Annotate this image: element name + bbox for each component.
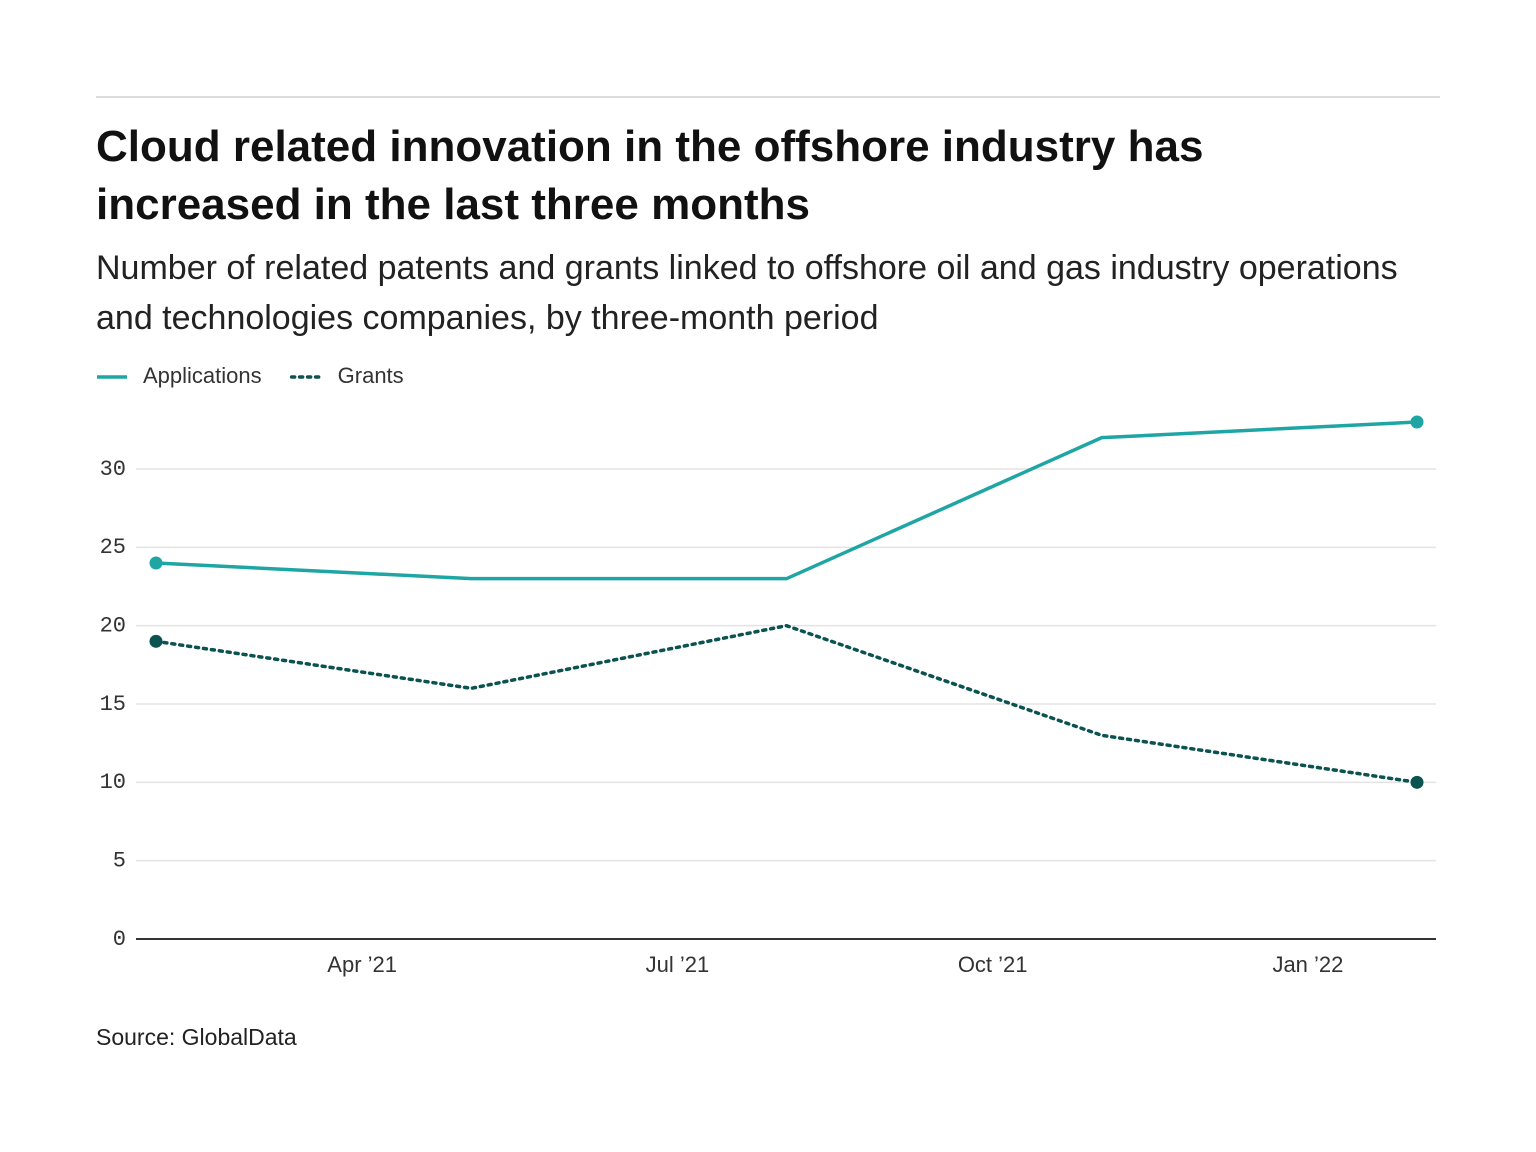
y-tick-label: 25 [100, 535, 126, 560]
end-point [1410, 415, 1424, 429]
chart-subtitle: Number of related patents and grants lin… [96, 249, 1398, 337]
series-line [155, 420, 1418, 581]
legend-label: Applications [143, 363, 262, 388]
source-note: Source: GlobalData [96, 1024, 297, 1050]
y-tick-label: 10 [100, 770, 126, 795]
end-point [1410, 775, 1424, 789]
legend-label: Grants [338, 363, 404, 388]
series-line [154, 623, 1419, 785]
x-tick-label: Oct ’21 [958, 952, 1028, 977]
chart-title: Cloud related innovation in the offshore… [96, 122, 1204, 229]
end-point [149, 556, 163, 570]
y-tick-label: 0 [113, 927, 126, 952]
x-tick-label: Jan ’22 [1272, 952, 1343, 977]
x-tick-label: Apr ’21 [327, 952, 397, 977]
x-tick-label: Jul ’21 [646, 952, 710, 977]
y-tick-label: 20 [100, 613, 126, 638]
y-tick-label: 15 [100, 692, 126, 717]
y-tick-label: 5 [113, 848, 126, 873]
top-rule [96, 96, 1440, 98]
end-point [149, 634, 163, 648]
y-tick-label: 30 [100, 457, 126, 482]
